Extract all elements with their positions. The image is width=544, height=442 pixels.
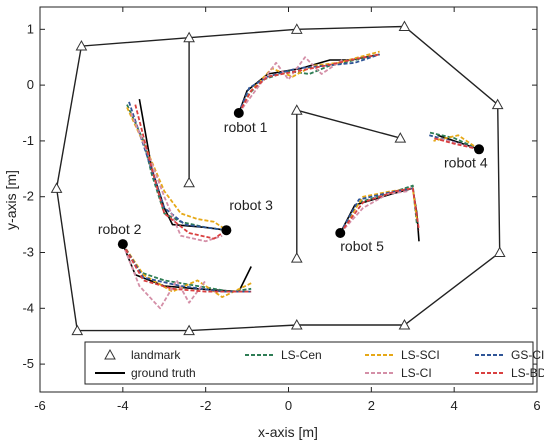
legend-item-ls-bda: LS-BDA [475,366,544,380]
landmark-marker-12 [183,176,195,188]
x-tick-label: 6 [533,398,540,413]
trajectory-ls-ci-4 [339,190,409,234]
landmark-layer [50,20,506,336]
robot-3-label: robot 3 [229,197,273,213]
legend-label: landmark [131,348,181,362]
trajectory-ls-cen-5 [429,131,480,151]
trajectory-gs-ci-3 [122,243,252,293]
legend-label: LS-BDA [511,366,544,380]
legend-label: LS-Cen [281,348,322,362]
y-tick-label: -3 [22,245,34,260]
legend-label: LS-SCI [401,348,440,362]
robot-layer: robot 1 robot 2 robot 3 robot 4 robot 5 [98,108,488,254]
trajectory-ls-bda-2 [134,104,227,240]
robot-3-position [221,225,232,236]
trajectory-ls-sci-5 [433,134,480,151]
trajectory-gs-ci-2 [128,101,227,232]
legend-box [84,341,534,385]
legend-item-ls-sci: LS-SCI [365,348,440,362]
series-ls-bda [122,53,480,293]
landmark-marker-8 [290,23,303,34]
x-tick-label: -6 [34,398,46,413]
legend-label: LS-CI [401,366,432,380]
trajectory-ls-ci-3 [121,243,207,310]
robot-4-label: robot 4 [444,154,488,170]
trajectory-ls-bda-1 [238,53,380,114]
landmark-marker-9 [183,31,195,43]
trajectory-layer [121,50,480,310]
y-axis-label: y-axis [m] [3,170,19,230]
landmark-marker-10 [75,40,88,51]
legend-label: ground truth [131,366,196,380]
robot-5-position [335,227,346,238]
robot-2-label: robot 2 [98,221,142,237]
trajectory-ls-bda-3 [122,243,252,293]
landmark-segment-3 [296,109,401,139]
legend-item-ls-ci: LS-CI [365,366,432,380]
x-axis-label: x-axis [m] [258,424,318,440]
robot-1-label: robot 1 [224,119,268,135]
x-tick-label: -4 [117,398,129,413]
legend-landmark-icon [104,348,116,360]
robot-5-label: robot 5 [340,238,384,254]
x-tick-label: 4 [451,398,458,413]
legend-item-ls-cen: LS-Cen [245,348,322,362]
trajectory-ls-bda-5 [433,137,480,151]
axes-layer: -6 -4 -2 0 2 4 6 1 0 -1 -2 -3 -4 -5 [22,7,541,413]
x-tick-label: 0 [285,398,292,413]
trajectory-ls-ci-1 [238,56,343,114]
landmark-marker-11 [50,182,63,193]
landmark-marker-4 [398,319,411,330]
landmark-marker-6 [491,98,504,110]
landmark-marker-1 [71,324,84,336]
landmark-marker-5 [493,246,506,258]
robot-1-position [233,108,244,119]
x-tick-label: 2 [368,398,375,413]
y-tick-label: 1 [27,21,34,36]
legend-item-gs-ci: GS-CI [475,348,544,362]
landmark-marker-2 [183,324,195,336]
y-tick-label: -4 [22,300,34,315]
robot-2-position [117,239,128,250]
legend-item-landmark: landmark [104,348,181,362]
landmark-marker-15 [394,132,407,143]
landmark-marker-13 [290,104,303,115]
legend: landmark LS-Cen LS-SCI GS-CI ground truth LS-… [84,341,544,385]
y-tick-label: -5 [22,356,34,371]
plot-area [39,6,538,393]
y-tick-label: 0 [27,77,34,92]
y-tick-label: -1 [22,133,34,148]
legend-label: GS-CI [511,348,544,362]
x-tick-label: -2 [200,398,212,413]
robot-4-position [474,144,485,155]
landmark-boundary-line [55,25,501,332]
y-tick-label: -2 [22,189,34,204]
trajectory-ls-sci-4 [339,187,418,234]
landmark-marker-3 [290,319,303,330]
legend-item-ground-truth: ground truth [95,366,196,380]
landmark-marker-14 [290,252,303,263]
trajectory-ls-bda-4 [339,187,420,234]
landmark-marker-7 [398,20,411,32]
